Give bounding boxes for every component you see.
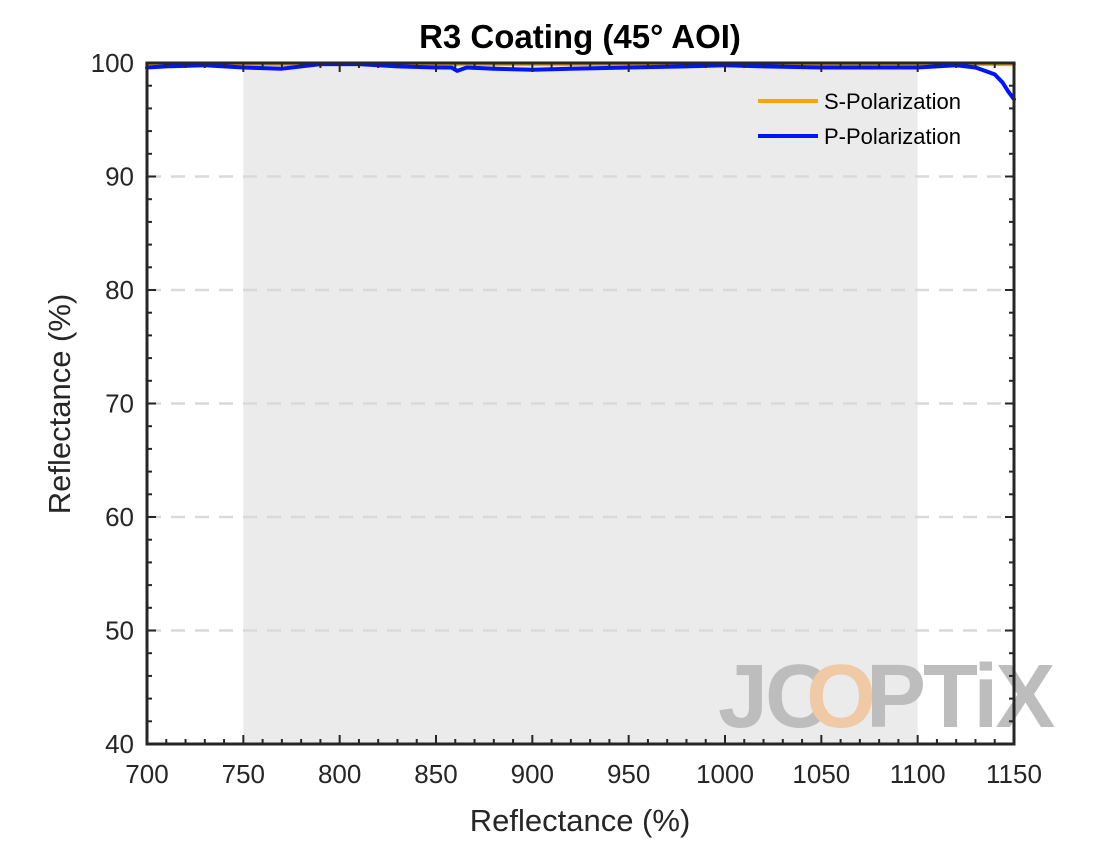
x-tick-label-950: 950 <box>607 759 650 789</box>
y-tick-labels: 40 50 60 70 80 90 100 <box>91 48 134 759</box>
axis-ticks <box>146 62 1015 745</box>
x-tick-label-850: 850 <box>414 759 457 789</box>
x-tick-label-750: 750 <box>222 759 265 789</box>
x-tick-label-1100: 1100 <box>890 759 946 789</box>
y-tick-label-70: 70 <box>105 389 134 419</box>
y-tick-label-40: 40 <box>105 729 134 759</box>
legend-label-p-polarization: P-Polarization <box>824 124 961 149</box>
gridlines <box>147 175 1014 632</box>
y-tick-label-50: 50 <box>105 616 134 646</box>
x-tick-label-900: 900 <box>511 759 554 789</box>
y-axis-label: Reflectance (%) <box>42 294 77 515</box>
x-tick-label-1050: 1050 <box>792 759 850 789</box>
y-tick-label-100: 100 <box>91 48 134 78</box>
watermark-text-left: JC <box>718 647 828 747</box>
chart-title: R3 Coating (45° AOI) <box>419 18 741 55</box>
legend-label-s-polarization: S-Polarization <box>824 89 961 114</box>
x-tick-label-1000: 1000 <box>696 759 754 789</box>
y-tick-label-80: 80 <box>105 275 134 305</box>
jcoptix-watermark: JC O PTiX <box>718 647 1058 747</box>
x-tick-label-800: 800 <box>318 759 361 789</box>
legend: S-Polarization P-Polarization <box>758 89 961 149</box>
x-axis-label: Reflectance (%) <box>470 803 691 838</box>
watermark-text-accent: O <box>806 647 873 747</box>
y-tick-label-90: 90 <box>105 162 134 192</box>
y-tick-label-60: 60 <box>105 502 134 532</box>
x-tick-label-1150: 1150 <box>986 759 1042 789</box>
x-tick-label-700: 700 <box>125 759 168 789</box>
x-tick-labels: 700 750 800 850 900 950 1000 1050 1100 1150 <box>125 759 1042 789</box>
watermark-text-right: PTiX <box>866 647 1055 747</box>
